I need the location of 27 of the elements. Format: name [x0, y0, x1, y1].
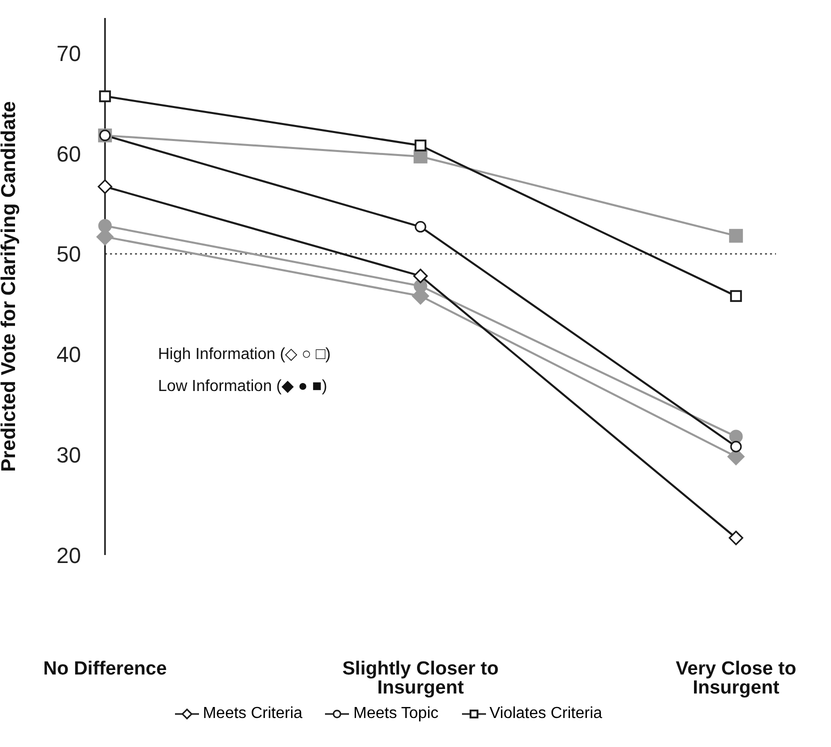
point [730, 290, 742, 302]
point [98, 179, 112, 194]
y-tick-label: 50 [56, 242, 81, 267]
point [414, 221, 426, 233]
point [414, 140, 426, 152]
y-tick-label: 20 [56, 542, 81, 568]
point [730, 440, 742, 452]
legend-label: Violates Criteria [490, 705, 602, 723]
y-tick-label: 70 [56, 40, 81, 66]
point [729, 430, 743, 444]
x-tick-label: Slightly Closer to Insurgent [342, 658, 499, 698]
point [414, 150, 428, 164]
annotation: Low Information (◆ ● ■) [158, 378, 328, 395]
legend-label: Meets Criteria [202, 705, 302, 723]
y-axis-title: Predicted Vote for Clarifying Candidate [0, 101, 20, 472]
point [99, 90, 111, 102]
point [413, 268, 428, 284]
annotation: High Information (◇ ○ □) [158, 346, 331, 363]
y-tick-label: 60 [56, 141, 81, 166]
x-tick-label: Very Close to Insurgent [676, 658, 796, 698]
x-tick-label: No Difference [43, 658, 167, 680]
point [98, 219, 112, 233]
point [729, 228, 743, 243]
legend-label: Meets Topic [353, 705, 438, 723]
y-tick-label: 30 [56, 442, 81, 468]
point [728, 530, 744, 546]
y-tick-label: 40 [56, 342, 81, 368]
